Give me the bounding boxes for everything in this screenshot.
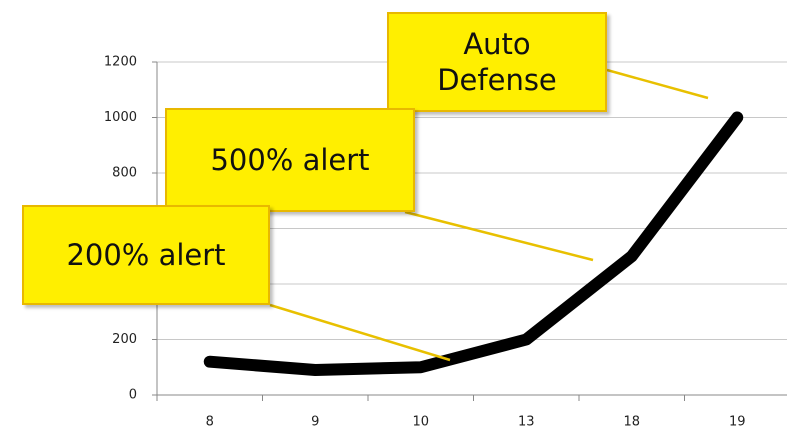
callout-leader xyxy=(404,210,594,262)
callout: 500% alert xyxy=(165,108,415,212)
x-tick-label: 10 xyxy=(412,415,429,430)
y-tick-label: 800 xyxy=(112,166,137,181)
data-line xyxy=(203,111,744,377)
x-tick-label: 8 xyxy=(206,415,214,430)
x-tick-label: 9 xyxy=(311,415,319,430)
callout: Auto Defense xyxy=(387,12,607,112)
callout: 200% alert xyxy=(22,205,270,305)
callout-leader xyxy=(269,303,451,362)
x-tick-label: 18 xyxy=(623,415,640,430)
y-tick-label: 200 xyxy=(112,332,137,347)
y-tick-label: 1200 xyxy=(104,55,137,70)
x-tick-label: 19 xyxy=(729,415,746,430)
x-tick-label: 13 xyxy=(518,415,535,430)
y-tick-label: 0 xyxy=(129,388,137,403)
callout-leader xyxy=(606,68,709,100)
y-tick-label: 1000 xyxy=(104,110,137,125)
